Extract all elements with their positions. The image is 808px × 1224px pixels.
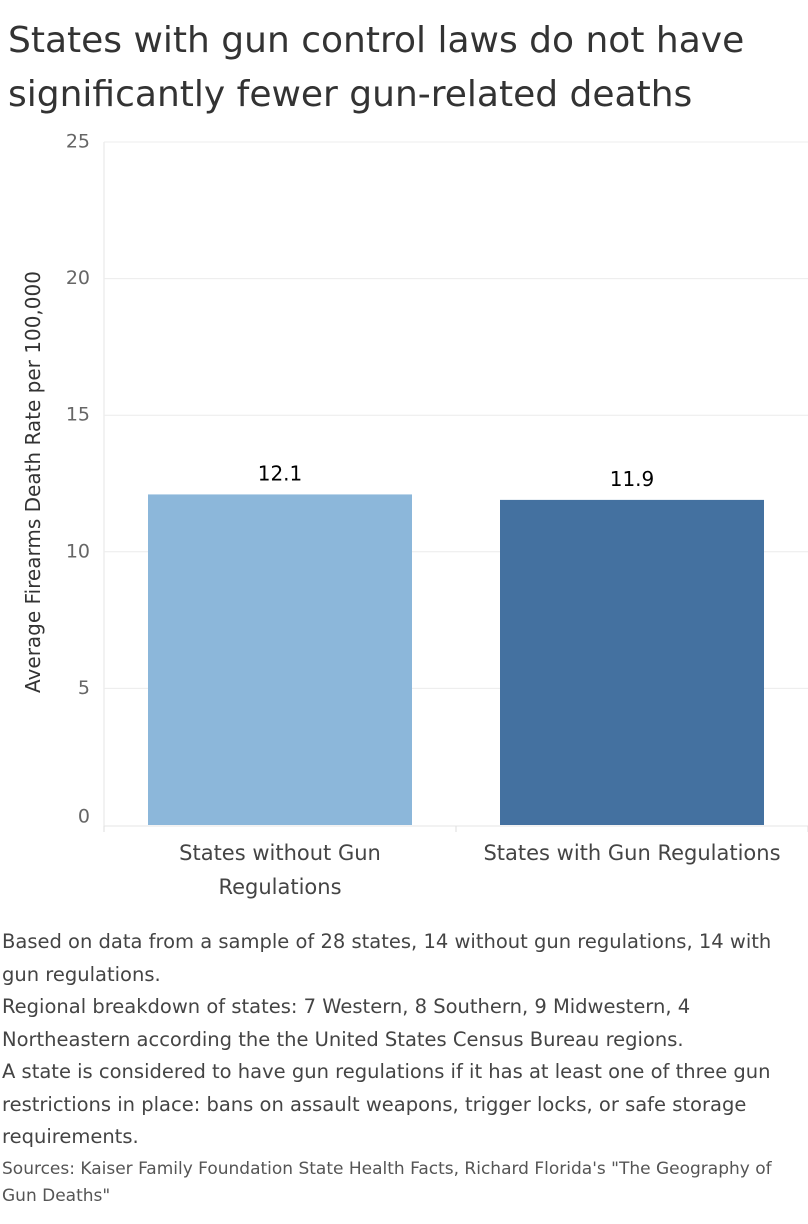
footnote-definition: A state is considered to have gun regula…: [2, 1060, 771, 1148]
y-tick-label: 10: [66, 540, 90, 562]
x-tick-label: States without Gun Regulations: [179, 841, 381, 899]
x-tick-label: States with Gun Regulations: [483, 841, 780, 865]
footnote-sources: Sources: Kaiser Family Foundation State …: [2, 1158, 772, 1206]
footnote-regions: Regional breakdown of states: 7 Western,…: [2, 995, 691, 1051]
y-tick-label: 25: [66, 131, 90, 153]
bars: [148, 494, 764, 825]
data-labels: 12.1 11.9: [258, 461, 655, 490]
footnote-sample: Based on data from a sample of 28 states…: [2, 930, 772, 986]
y-tick-label: 5: [78, 677, 90, 699]
y-tick-label: 20: [66, 267, 90, 289]
bar-with-regulations: [500, 499, 764, 825]
y-axis: 0 5 10 15 20 25: [66, 131, 90, 828]
x-axis: States without Gun Regulations States with…: [179, 841, 780, 899]
chart-title: States with gun control laws do not have…: [8, 20, 745, 115]
data-label: 11.9: [610, 467, 655, 491]
bar-chart: 0 5 10 15 20 25 12.1 11.9 States without Gun Re…: [21, 131, 808, 899]
y-tick-label: 15: [66, 404, 90, 426]
data-label: 12.1: [258, 461, 303, 485]
y-axis-label: Average Firearms Death Rate per 100,000: [21, 271, 45, 693]
footnotes: Based on data from a sample of 28 states…: [2, 926, 802, 1210]
bar-without-regulations: [148, 494, 412, 825]
y-tick-label: 0: [78, 806, 90, 828]
